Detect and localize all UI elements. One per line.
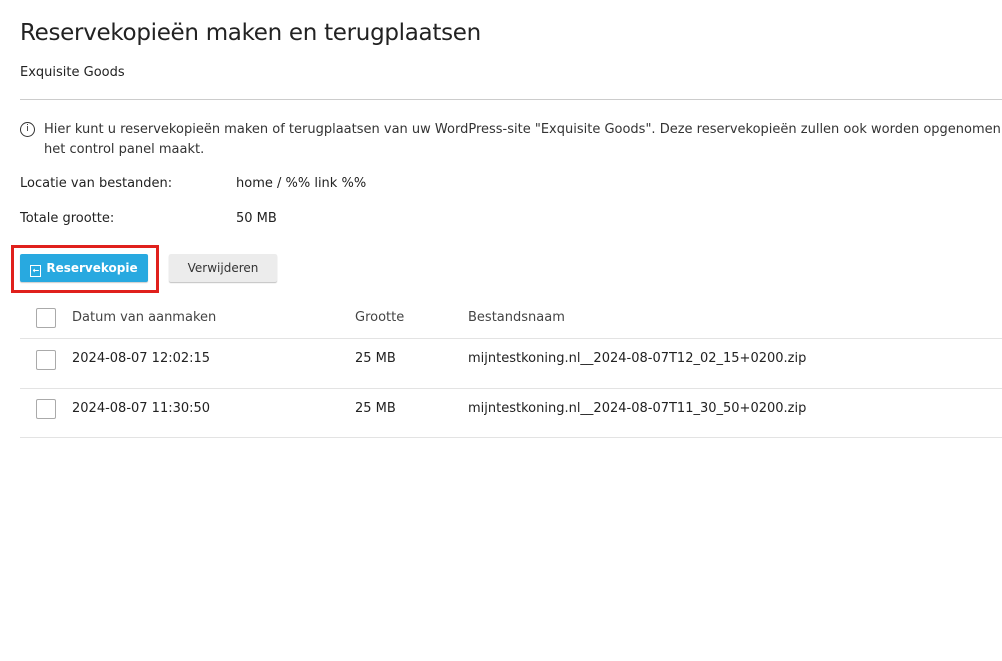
row-checkbox[interactable]: [36, 399, 56, 419]
row-date: 2024-08-07 11:30:50: [72, 401, 211, 416]
highlight-box: [11, 245, 159, 293]
total-size-value: 50 MB: [236, 211, 277, 226]
page-title: Reservekopieën maken en terugplaatsen: [20, 20, 481, 46]
backup-icon: ←: [30, 265, 42, 277]
info-line: het control panel maakt.: [44, 142, 205, 157]
divider: [20, 99, 1002, 100]
site-name: Exquisite Goods: [20, 65, 125, 80]
column-header-filename[interactable]: Bestandsnaam: [468, 310, 565, 325]
info-text: Hier kunt u reservekopieën maken of teru…: [44, 120, 1002, 160]
row-size: 25 MB: [355, 351, 396, 366]
row-date: 2024-08-07 12:02:15: [72, 351, 211, 366]
row-filename[interactable]: mijntestkoning.nl__2024-08-07T11_30_50+0…: [468, 401, 807, 416]
row-size: 25 MB: [355, 401, 396, 416]
divider: [20, 388, 1002, 389]
divider: [20, 437, 1002, 438]
delete-button[interactable]: Verwijderen: [169, 254, 277, 282]
info-circle-icon: i: [20, 122, 35, 137]
backup-button[interactable]: ← Reservekopie: [20, 254, 148, 282]
column-header-size[interactable]: Grootte: [355, 310, 405, 325]
total-size-label: Totale grootte:: [20, 211, 115, 226]
location-label: Locatie van bestanden:: [20, 176, 173, 191]
select-all-checkbox[interactable]: [36, 308, 56, 328]
divider: [20, 338, 1002, 339]
info-line: Hier kunt u reservekopieën maken of teru…: [44, 122, 1001, 137]
row-checkbox[interactable]: [36, 350, 56, 370]
column-header-date[interactable]: Datum van aanmaken: [72, 310, 217, 325]
backup-label: Reservekopie: [46, 261, 138, 275]
row-filename[interactable]: mijntestkoning.nl__2024-08-07T12_02_15+0…: [468, 351, 807, 366]
location-value: home / %% link %%: [236, 176, 367, 191]
